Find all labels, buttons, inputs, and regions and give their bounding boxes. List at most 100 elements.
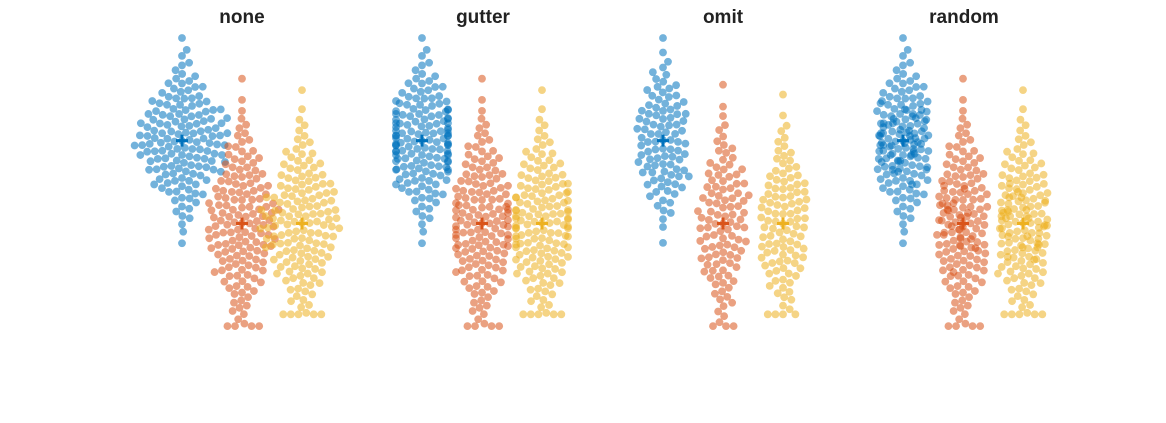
data-point	[1034, 202, 1043, 210]
data-point	[948, 188, 957, 196]
data-point	[296, 257, 305, 265]
data-point	[404, 142, 413, 151]
data-point	[899, 212, 908, 220]
data-point	[218, 151, 226, 159]
data-point	[898, 122, 907, 131]
data-point	[714, 272, 723, 281]
data-point	[1016, 126, 1025, 135]
data-point	[924, 131, 933, 140]
data-point	[176, 101, 184, 109]
data-point	[771, 310, 780, 319]
data-point	[305, 156, 314, 165]
data-point	[952, 322, 960, 331]
data-point	[299, 279, 308, 287]
data-point	[768, 259, 777, 267]
data-point	[737, 246, 746, 255]
data-point	[548, 194, 557, 203]
data-point	[724, 271, 733, 280]
data-point	[155, 99, 164, 108]
data-point	[973, 174, 982, 183]
data-point	[703, 223, 712, 232]
data-point	[243, 152, 252, 161]
data-point	[946, 212, 955, 221]
data-point	[1027, 281, 1036, 290]
data-point	[519, 310, 528, 319]
data-point	[255, 154, 263, 162]
data-point	[252, 238, 261, 246]
data-point	[885, 79, 894, 88]
data-point	[191, 180, 200, 189]
data-point	[538, 141, 547, 149]
data-point	[714, 307, 723, 316]
data-point	[789, 229, 798, 238]
data-point	[1001, 191, 1010, 200]
data-point	[492, 255, 500, 264]
data-point	[427, 161, 436, 170]
data-point	[958, 296, 967, 305]
data-point	[485, 252, 494, 260]
data-point	[791, 251, 800, 260]
data-point	[998, 224, 1006, 233]
data-point	[558, 268, 566, 277]
data-point	[264, 181, 272, 190]
data-point	[965, 261, 974, 270]
data-point	[696, 224, 705, 233]
data-point	[504, 230, 512, 239]
data-point	[327, 196, 336, 205]
data-point	[771, 209, 780, 218]
data-point	[207, 114, 215, 123]
data-point	[763, 248, 772, 257]
data-point	[667, 170, 676, 179]
data-point	[283, 200, 292, 208]
data-point	[215, 201, 223, 210]
data-point	[185, 214, 194, 223]
data-point	[538, 180, 546, 189]
data-point	[779, 210, 787, 218]
data-point	[312, 239, 321, 248]
data-point	[425, 152, 434, 161]
data-point	[316, 209, 325, 218]
data-point	[543, 244, 551, 253]
data-point	[432, 119, 441, 128]
data-point	[420, 94, 429, 103]
data-point	[1014, 166, 1023, 174]
data-point	[262, 193, 271, 202]
data-point	[470, 155, 479, 164]
data-point	[412, 74, 421, 83]
data-point	[553, 202, 562, 210]
data-point	[703, 183, 712, 191]
data-point	[276, 181, 285, 190]
data-point	[659, 144, 667, 153]
data-point	[715, 126, 724, 134]
data-point	[792, 222, 801, 231]
data-point	[228, 245, 237, 253]
data-point	[888, 149, 897, 158]
data-point	[545, 138, 554, 147]
data-point	[678, 126, 686, 135]
data-point	[659, 160, 667, 168]
data-point	[663, 178, 672, 187]
data-point	[956, 124, 965, 133]
data-point	[290, 234, 299, 243]
data-point	[954, 131, 963, 140]
series-3	[994, 86, 1052, 319]
data-point	[221, 240, 230, 248]
data-point	[899, 51, 907, 60]
data-point	[919, 190, 928, 199]
data-point	[251, 166, 260, 175]
data-point	[233, 271, 242, 280]
data-point	[485, 171, 494, 180]
data-point	[526, 285, 535, 294]
data-point	[217, 177, 226, 185]
data-point	[885, 92, 894, 101]
data-point	[666, 145, 675, 154]
data-point	[945, 142, 954, 151]
data-point	[298, 234, 306, 243]
data-point	[679, 98, 688, 106]
data-point	[919, 82, 928, 91]
data-point	[786, 173, 795, 182]
data-point	[495, 194, 504, 203]
data-point	[418, 151, 426, 159]
data-point	[544, 185, 553, 194]
data-point	[1032, 173, 1041, 182]
